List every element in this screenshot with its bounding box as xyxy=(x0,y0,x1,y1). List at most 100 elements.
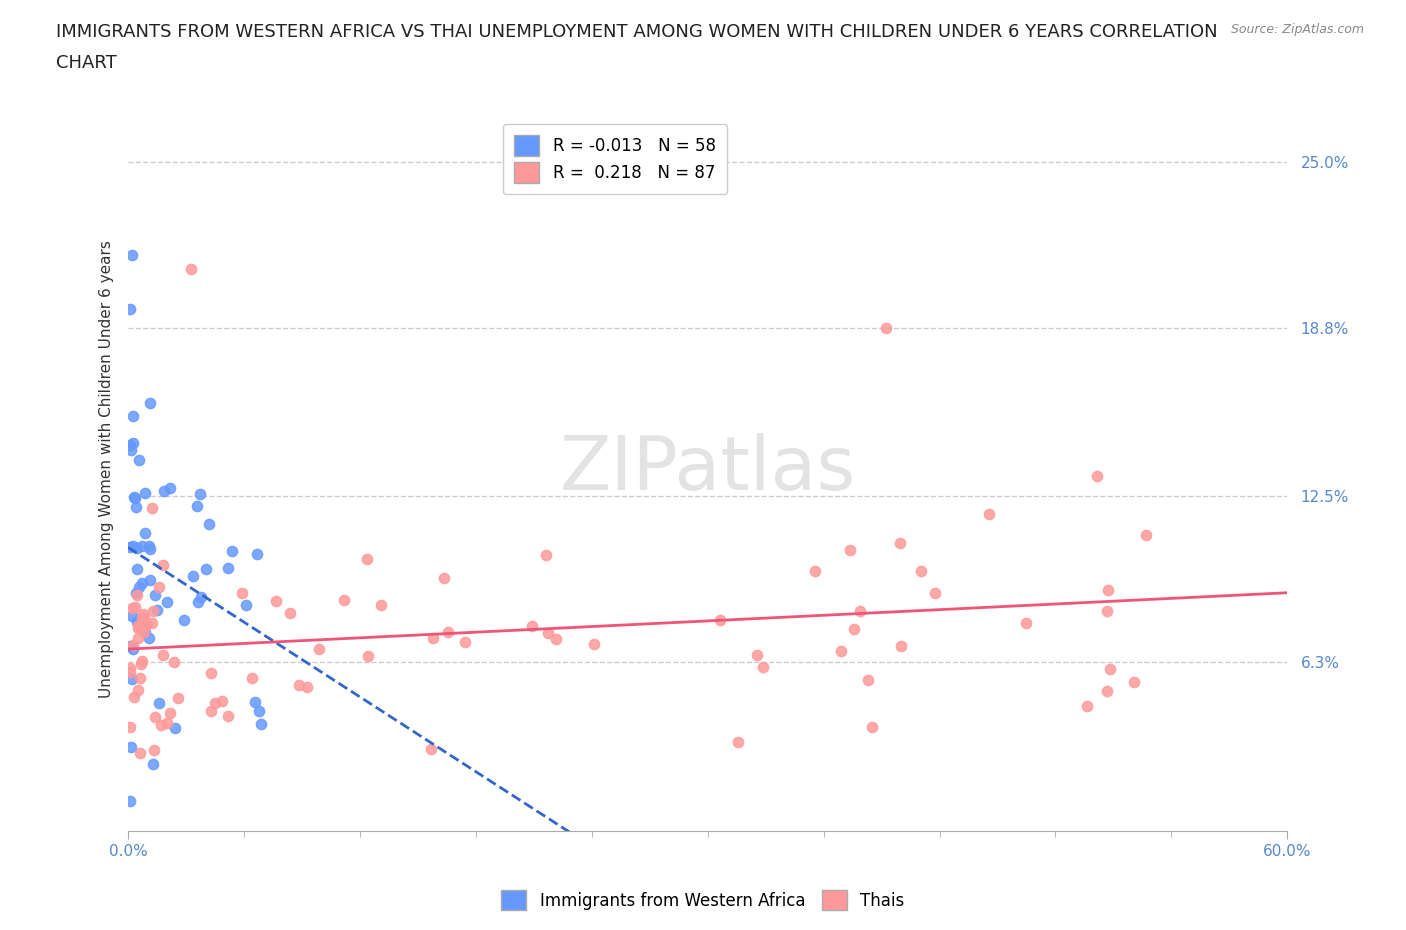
Point xyxy=(139,572,162,587)
Point xyxy=(910,564,932,578)
Point xyxy=(134,625,156,640)
Point xyxy=(849,604,872,618)
Point xyxy=(120,639,142,654)
Point xyxy=(163,720,186,735)
Point xyxy=(146,602,169,617)
Point xyxy=(370,598,392,613)
Point xyxy=(149,718,172,733)
Point xyxy=(152,557,174,572)
Point xyxy=(200,666,222,681)
Point xyxy=(180,261,202,276)
Point xyxy=(357,649,380,664)
Point xyxy=(134,525,156,540)
Point xyxy=(122,641,145,656)
Point xyxy=(745,647,768,662)
Point xyxy=(204,695,226,710)
Point xyxy=(120,665,142,680)
Point xyxy=(433,571,456,586)
Point xyxy=(148,579,170,594)
Point xyxy=(139,395,162,410)
Point xyxy=(803,563,825,578)
Text: IMMIGRANTS FROM WESTERN AFRICA VS THAI UNEMPLOYMENT AMONG WOMEN WITH CHILDREN UN: IMMIGRANTS FROM WESTERN AFRICA VS THAI U… xyxy=(56,23,1218,41)
Point xyxy=(131,611,153,626)
Point xyxy=(120,443,142,458)
Point xyxy=(235,597,257,612)
Point xyxy=(1095,684,1118,698)
Point xyxy=(129,745,152,760)
Point xyxy=(842,621,865,636)
Point xyxy=(198,517,221,532)
Point xyxy=(141,500,163,515)
Point xyxy=(924,586,946,601)
Point xyxy=(122,538,145,553)
Point xyxy=(152,647,174,662)
Point xyxy=(1095,604,1118,618)
Point xyxy=(195,562,218,577)
Point xyxy=(453,634,475,649)
Point xyxy=(129,657,152,671)
Point xyxy=(1098,661,1121,676)
Point xyxy=(128,671,150,685)
Point xyxy=(138,538,160,553)
Point xyxy=(138,541,160,556)
Point xyxy=(875,320,897,335)
Point xyxy=(181,569,204,584)
Point xyxy=(860,720,883,735)
Point xyxy=(141,604,163,618)
Point xyxy=(125,562,148,577)
Point xyxy=(534,548,557,563)
Point xyxy=(125,615,148,630)
Text: Source: ZipAtlas.com: Source: ZipAtlas.com xyxy=(1230,23,1364,36)
Point xyxy=(142,742,165,757)
Point xyxy=(121,601,143,616)
Point xyxy=(127,618,149,633)
Point xyxy=(830,643,852,658)
Point xyxy=(132,610,155,625)
Point xyxy=(120,719,142,734)
Point xyxy=(522,618,544,633)
Point xyxy=(727,735,749,750)
Point xyxy=(153,484,176,498)
Point xyxy=(122,489,145,504)
Point xyxy=(127,620,149,635)
Point xyxy=(131,576,153,591)
Point xyxy=(141,616,163,631)
Point xyxy=(134,485,156,500)
Point xyxy=(138,631,160,645)
Point xyxy=(128,453,150,468)
Point xyxy=(121,671,143,686)
Point xyxy=(546,631,568,646)
Point xyxy=(127,631,149,645)
Point xyxy=(1097,582,1119,597)
Legend: Immigrants from Western Africa, Thais: Immigrants from Western Africa, Thais xyxy=(495,884,911,917)
Point xyxy=(217,709,239,724)
Point xyxy=(131,606,153,621)
Point xyxy=(131,610,153,625)
Point xyxy=(187,595,209,610)
Point xyxy=(246,547,269,562)
Point xyxy=(200,704,222,719)
Point xyxy=(167,690,190,705)
Point xyxy=(858,672,880,687)
Point xyxy=(159,706,181,721)
Point xyxy=(128,579,150,594)
Point xyxy=(186,498,208,513)
Point xyxy=(125,540,148,555)
Point xyxy=(136,617,159,631)
Point xyxy=(332,592,354,607)
Point xyxy=(142,757,165,772)
Point xyxy=(122,689,145,704)
Point xyxy=(125,585,148,600)
Point xyxy=(159,481,181,496)
Point xyxy=(121,638,143,653)
Point xyxy=(250,716,273,731)
Point xyxy=(124,491,146,506)
Point xyxy=(977,507,1000,522)
Point xyxy=(247,703,270,718)
Point xyxy=(308,642,330,657)
Point xyxy=(839,542,862,557)
Point xyxy=(1123,675,1146,690)
Point xyxy=(245,695,267,710)
Point xyxy=(155,595,177,610)
Point xyxy=(120,739,142,754)
